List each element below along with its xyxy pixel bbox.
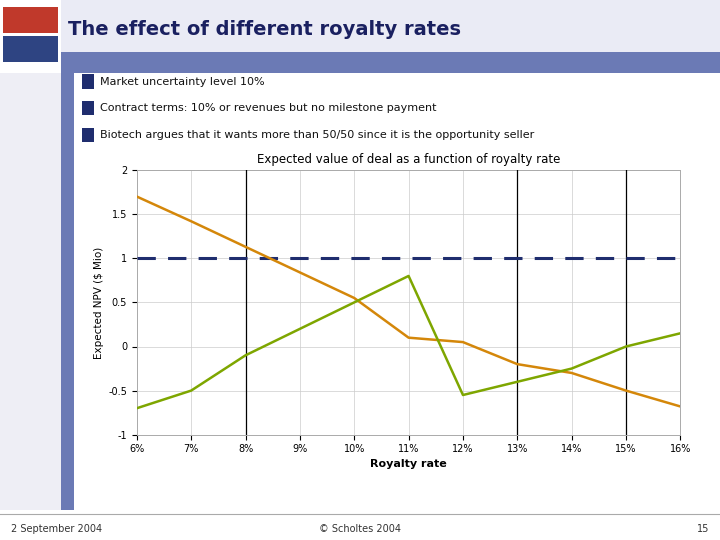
Text: Market uncertainty level 10%: Market uncertainty level 10% — [100, 77, 265, 86]
Bar — [82, 101, 94, 115]
X-axis label: Royalty rate: Royalty rate — [370, 458, 447, 469]
Bar — [3, 7, 58, 33]
Text: © Scholtes 2004: © Scholtes 2004 — [319, 524, 401, 534]
Bar — [82, 75, 94, 89]
Y-axis label: Expected NPV ($ Mio): Expected NPV ($ Mio) — [94, 246, 104, 359]
Text: Biotech argues that it wants more than 50/50 since it is the opportunity seller: Biotech argues that it wants more than 5… — [100, 130, 534, 140]
Bar — [61, 52, 720, 73]
Text: 2 September 2004: 2 September 2004 — [11, 524, 102, 534]
Title: Expected value of deal as a function of royalty rate: Expected value of deal as a function of … — [257, 153, 560, 166]
Bar — [61, 0, 720, 52]
Bar — [82, 127, 94, 142]
Bar — [3, 36, 58, 62]
Text: The effect of different royalty rates: The effect of different royalty rates — [68, 19, 461, 39]
Text: Contract terms: 10% or revenues but no milestone payment: Contract terms: 10% or revenues but no m… — [100, 103, 436, 113]
Legend: Total value of in-house project, Value to biotech, Value to pharma: Total value of in-house project, Value t… — [198, 512, 619, 530]
Text: 15: 15 — [697, 524, 709, 534]
